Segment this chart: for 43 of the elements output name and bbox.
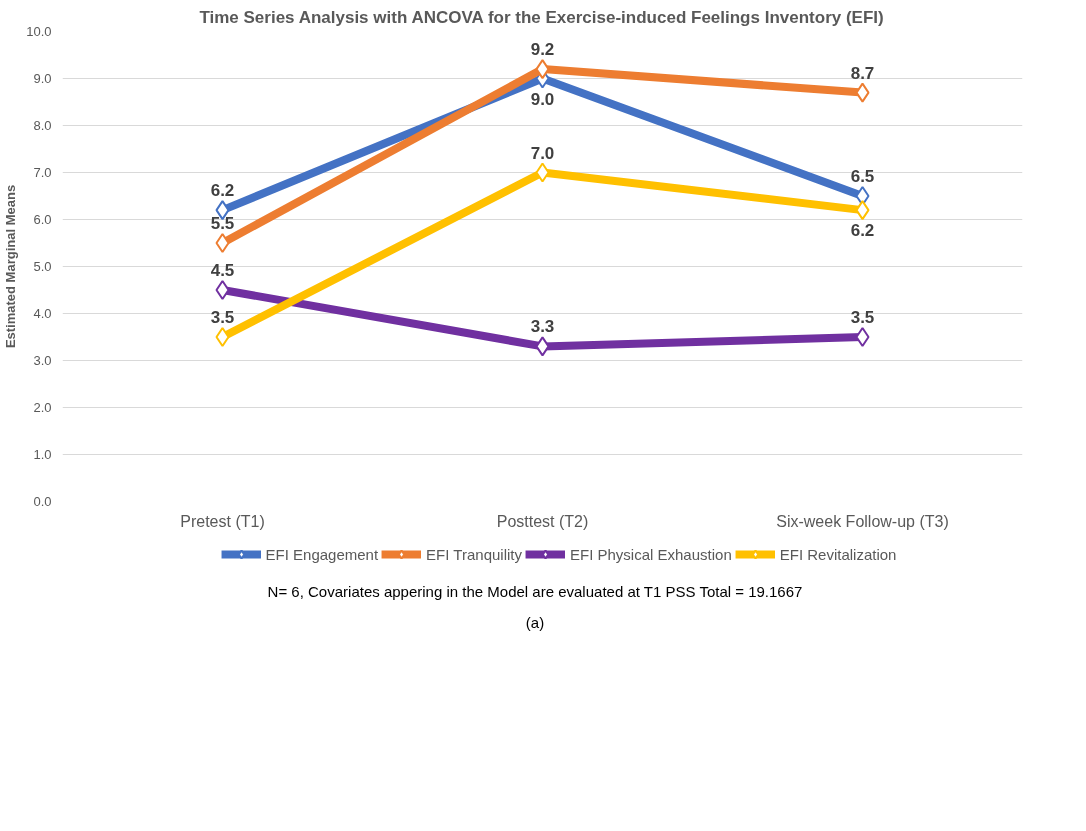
chart-title: Time Series Analysis with ANCOVA for the Exercise-induced Feelings Inventory (EFI) [199,7,884,27]
text: N= 6, Covariates appering in the Model are evaluated at T1 PSS Total = 19.1667 [267,582,803,602]
legend-label: EFI Engagement [265,545,379,563]
point [855,327,870,347]
data-label: 8.7 [850,63,875,83]
legend-label: EFI Physical Exhaustion [569,545,732,563]
data-label: 6.5 [850,167,875,186]
point [215,327,230,347]
y-tick-label: 4.0 [33,306,52,321]
x-tick-label: Pretest (T1) [180,512,265,530]
y-tick-label: 9.0 [33,71,52,86]
y-axis-title: Estimated Marginal Means [3,184,19,349]
y-tick-label: 0.0 [33,494,52,509]
y-tick-label: 2.0 [33,400,52,415]
x-tick-label: Posttest (T2) [496,512,589,530]
data-label: 7.0 [530,143,555,163]
legend-label: EFI Revitalization [779,545,897,563]
y-tick-label: 10.0 [26,24,52,39]
y-tick-label: 5.0 [33,259,52,274]
data-label: 3.3 [530,317,555,337]
data-label: 5.5 [210,214,235,233]
data-label: 4.5 [210,261,235,280]
data-label: 9.0 [530,89,555,109]
y-tick-label: 3.0 [33,353,52,368]
data-label: 3.5 [210,308,235,327]
y-tick-label: 6.0 [33,212,52,227]
data-label: 3.5 [850,308,875,327]
point [535,59,550,80]
legend-label: EFI Tranquility [426,545,522,563]
point [855,82,870,103]
y-tick-label: 1.0 [33,447,52,462]
point [535,162,550,183]
data-label: 6.2 [210,181,235,201]
y-tick-label: 8.0 [33,118,52,133]
point [855,200,870,221]
point [535,336,550,357]
text: (a) [525,613,545,634]
x-tick-label: Six-week Follow-up (T3) [776,512,949,530]
y-tick-label: 7.0 [33,165,52,180]
data-label: 6.2 [850,221,875,241]
point [215,280,230,300]
data-label: 9.2 [530,40,555,60]
point [215,233,230,253]
